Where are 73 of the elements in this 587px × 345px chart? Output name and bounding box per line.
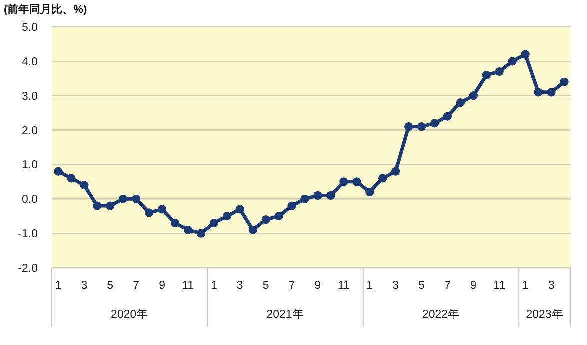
x-tick-label: 1	[522, 280, 529, 292]
text: 2023年	[526, 308, 564, 321]
x-tick-label: 1	[55, 280, 62, 292]
point	[93, 202, 102, 210]
point	[456, 98, 466, 108]
point	[547, 88, 556, 97]
point	[119, 194, 128, 204]
x-tick-label: 1	[210, 280, 218, 292]
point	[184, 226, 193, 234]
x-tick-label: 9	[470, 280, 477, 292]
point	[222, 212, 232, 221]
x-tick-label: 3	[236, 280, 244, 292]
x-tick-label: 7	[288, 280, 296, 292]
point	[508, 57, 517, 66]
y-tick-label: 2.0	[22, 125, 38, 138]
point	[236, 205, 244, 214]
y-axis-title: (前年同月比、%)	[4, 3, 88, 16]
y-tick-label: 3.0	[22, 90, 38, 103]
point	[300, 194, 310, 204]
x-tick-label: 11	[338, 280, 350, 292]
point	[67, 174, 76, 183]
point	[378, 174, 388, 183]
y-tick-label: 1.0	[22, 160, 38, 172]
x-tick-label: 1	[366, 280, 374, 292]
point	[560, 78, 569, 86]
point	[314, 191, 322, 200]
point	[262, 216, 270, 224]
x-tick-label: 7	[444, 280, 451, 292]
point	[132, 194, 141, 204]
point	[521, 50, 530, 59]
x-tick-label: 11	[182, 280, 194, 292]
y-tick-label: 4.0	[22, 56, 38, 68]
text: 2021年	[266, 308, 304, 321]
y-tick-label: -1.0	[18, 228, 38, 241]
point	[482, 70, 491, 80]
point	[392, 167, 400, 176]
point	[170, 218, 180, 228]
x-tick-label: 11	[494, 280, 506, 292]
x-tick-label: 5	[418, 280, 425, 292]
point	[80, 181, 89, 190]
x-tick-label: 3	[548, 280, 555, 292]
point	[106, 202, 115, 210]
x-tick-label: 5	[107, 280, 114, 292]
point	[158, 205, 167, 214]
point	[417, 122, 426, 132]
x-tick-label: 3	[81, 280, 88, 292]
y-tick-label: 5.0	[22, 22, 38, 34]
point	[469, 92, 478, 100]
point	[352, 178, 362, 186]
point	[443, 112, 452, 121]
y-tick-label: 0.0	[22, 194, 38, 206]
x-tick-label: 9	[314, 280, 322, 292]
point	[196, 229, 206, 238]
x-tick-label: 9	[159, 280, 166, 292]
point	[210, 218, 218, 228]
x-tick-label: 3	[392, 280, 400, 292]
point	[366, 188, 374, 197]
x-tick-label: 5	[262, 280, 270, 292]
point	[248, 226, 258, 234]
point	[430, 119, 440, 128]
y-tick-label: -2.0	[18, 263, 38, 275]
point	[326, 191, 336, 200]
point	[145, 208, 154, 218]
point	[534, 88, 543, 97]
point	[495, 67, 504, 76]
text: 2022年	[422, 308, 460, 321]
x-tick-label: 7	[133, 280, 140, 292]
point	[54, 167, 63, 176]
point	[404, 122, 414, 132]
point	[340, 178, 348, 186]
point	[274, 212, 284, 221]
text: 2020年	[111, 308, 149, 321]
point	[288, 202, 296, 210]
